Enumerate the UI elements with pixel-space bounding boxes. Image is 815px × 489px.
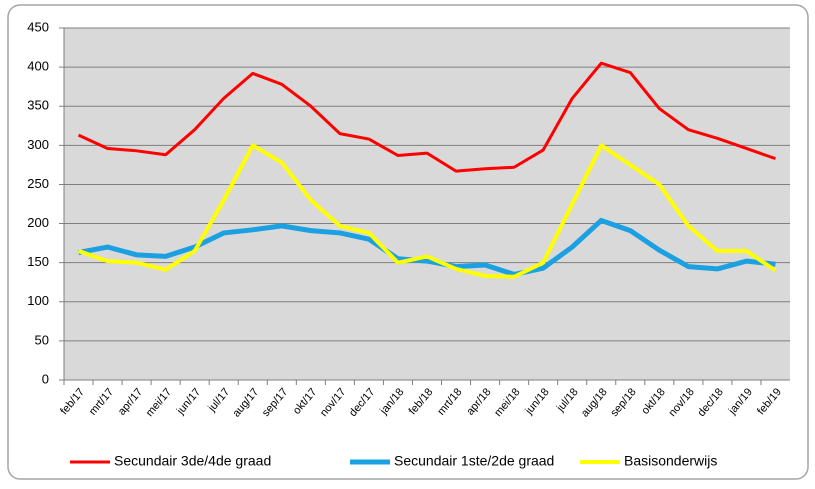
legend-label: Basisonderwijs <box>624 453 717 469</box>
plot-area <box>64 28 790 380</box>
y-tick-label: 200 <box>27 215 49 230</box>
y-tick-label: 100 <box>27 293 49 308</box>
legend-label: Secundair 3de/4de graad <box>114 453 271 469</box>
y-tick-label: 0 <box>42 371 49 386</box>
y-tick-label: 400 <box>27 59 49 74</box>
y-tick-label: 50 <box>35 332 49 347</box>
legend-label: Secundair 1ste/2de graad <box>394 453 554 469</box>
series-line <box>77 61 776 173</box>
y-tick-label: 300 <box>27 137 49 152</box>
y-tick-label: 350 <box>27 98 49 113</box>
y-tick-label: 250 <box>27 176 49 191</box>
y-tick-label: 150 <box>27 254 49 269</box>
y-tick-label: 450 <box>27 19 49 34</box>
series-line <box>77 143 777 279</box>
